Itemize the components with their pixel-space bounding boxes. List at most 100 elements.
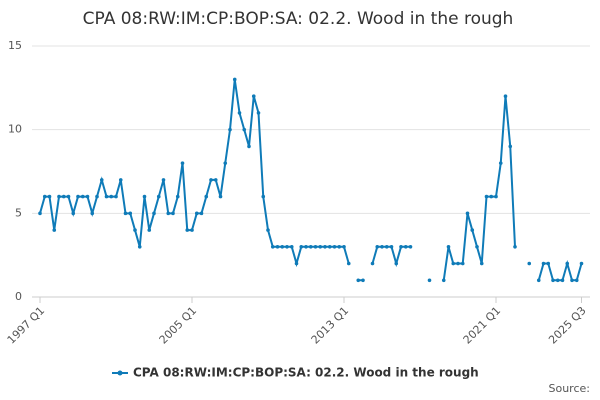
point xyxy=(375,245,380,249)
point xyxy=(332,245,337,249)
legend-label: CPA 08:RW:IM:CP:BOP:SA: 02.2. Wood in th… xyxy=(133,366,479,380)
point xyxy=(460,261,465,266)
point xyxy=(489,194,494,199)
point xyxy=(342,245,346,249)
point xyxy=(427,278,432,283)
point xyxy=(61,194,66,199)
point xyxy=(232,77,237,82)
point xyxy=(541,261,546,266)
point xyxy=(199,211,204,216)
point xyxy=(280,245,285,249)
point xyxy=(147,228,152,232)
point xyxy=(76,194,80,199)
point xyxy=(209,178,213,182)
point xyxy=(256,111,261,115)
point xyxy=(484,194,489,199)
y-tick-label: 5 xyxy=(15,206,22,219)
point xyxy=(38,211,42,216)
point xyxy=(508,144,513,149)
point xyxy=(266,228,270,232)
legend-marker xyxy=(117,370,123,376)
y-tick-label: 15 xyxy=(8,39,22,52)
point xyxy=(66,194,71,199)
point xyxy=(527,261,532,266)
point xyxy=(218,194,223,199)
point xyxy=(304,245,308,249)
point xyxy=(109,194,114,199)
point xyxy=(99,178,104,182)
point xyxy=(204,194,209,199)
x-tick-label: 2013 Q1 xyxy=(309,304,352,347)
point xyxy=(441,278,446,283)
point xyxy=(85,194,90,199)
point xyxy=(389,245,394,249)
point xyxy=(57,194,61,199)
point xyxy=(104,194,109,199)
point xyxy=(285,245,289,249)
y-tick-label: 10 xyxy=(8,123,22,136)
point xyxy=(399,245,403,249)
point xyxy=(247,144,251,149)
point xyxy=(175,194,180,199)
x-tick-label: 2021 Q1 xyxy=(461,304,504,347)
point xyxy=(323,245,327,249)
point xyxy=(133,228,137,232)
point xyxy=(161,178,166,182)
point xyxy=(579,261,584,266)
point xyxy=(337,245,342,249)
x-tick-label: 2025 Q3 xyxy=(546,304,589,347)
point xyxy=(555,278,560,283)
point xyxy=(223,161,228,165)
point xyxy=(565,261,570,266)
point xyxy=(513,245,517,249)
point xyxy=(546,261,551,266)
point xyxy=(451,261,456,266)
point xyxy=(80,194,85,199)
point xyxy=(498,161,503,165)
source: Source: xyxy=(549,382,591,395)
point xyxy=(47,194,52,199)
point xyxy=(237,111,242,115)
point xyxy=(384,245,389,249)
point xyxy=(456,261,460,266)
point xyxy=(194,211,199,216)
point xyxy=(251,94,256,98)
point xyxy=(299,245,304,249)
point xyxy=(90,211,95,216)
point xyxy=(213,178,218,182)
point xyxy=(570,278,574,283)
point xyxy=(313,245,318,249)
point xyxy=(318,245,323,249)
point xyxy=(270,245,275,249)
point xyxy=(503,94,508,98)
point xyxy=(52,228,57,232)
point xyxy=(137,245,142,249)
point xyxy=(180,161,185,165)
point xyxy=(380,245,384,249)
point xyxy=(394,261,399,266)
point xyxy=(228,127,232,132)
point xyxy=(123,211,128,216)
point xyxy=(142,194,147,199)
point xyxy=(346,261,351,266)
point xyxy=(361,278,365,283)
point xyxy=(114,194,118,199)
point xyxy=(308,245,313,249)
point xyxy=(95,194,99,199)
point xyxy=(42,194,47,199)
point xyxy=(356,278,361,283)
point xyxy=(242,127,247,132)
point xyxy=(294,261,299,266)
point xyxy=(185,228,190,232)
point xyxy=(171,211,175,216)
point xyxy=(560,278,565,283)
point xyxy=(261,194,266,199)
point xyxy=(166,211,171,216)
point xyxy=(275,245,280,249)
point xyxy=(475,245,479,249)
x-tick-label: 1997 Q1 xyxy=(5,304,48,347)
point xyxy=(152,211,156,216)
x-tick-label: 2005 Q1 xyxy=(157,304,200,347)
point xyxy=(190,228,194,232)
